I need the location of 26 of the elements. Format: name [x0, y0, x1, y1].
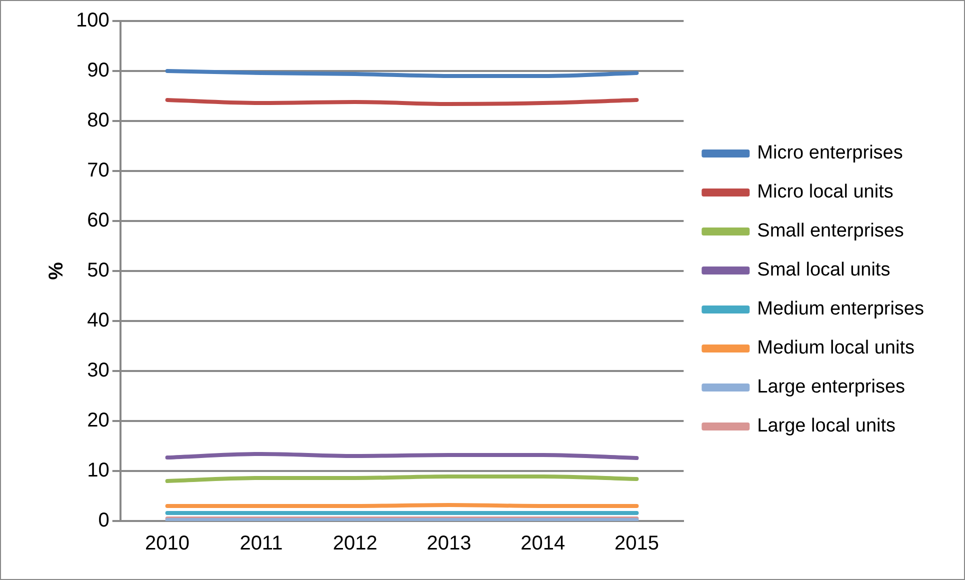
y-tick-label: 90 [87, 60, 110, 82]
y-tick-label: 40 [87, 310, 110, 332]
legend-label: Micro local units [757, 182, 894, 203]
y-tick-label: 80 [87, 110, 110, 132]
legend-label: Large local units [757, 416, 896, 437]
x-tick-label: 2015 [614, 532, 659, 555]
x-tick-label: 2010 [145, 532, 190, 555]
legend-label: Large enterprises [757, 376, 906, 398]
y-tick-label: 60 [87, 210, 110, 232]
legend-label: Medium local units [757, 338, 914, 359]
y-tick-label: 70 [87, 160, 110, 182]
y-axis-title: % [46, 262, 68, 280]
legend-label: Smal local units [757, 260, 890, 281]
y-tick-label: 30 [87, 360, 110, 382]
x-tick-label: 2014 [520, 532, 566, 555]
legend-label: Medium enterprises [757, 298, 924, 320]
y-tick-label: 10 [87, 460, 110, 482]
legend-label: Micro enterprises [757, 142, 903, 164]
y-tick-label: 20 [87, 410, 110, 432]
x-tick-label: 2013 [426, 532, 472, 555]
y-tick-label: 0 [98, 510, 110, 532]
x-tick-label: 2012 [332, 532, 378, 555]
x-tick-label: 2011 [240, 532, 283, 555]
legend-label: Small enterprises [757, 220, 904, 242]
y-tick-label: 50 [87, 260, 110, 282]
y-tick-label: 100 [76, 10, 110, 32]
